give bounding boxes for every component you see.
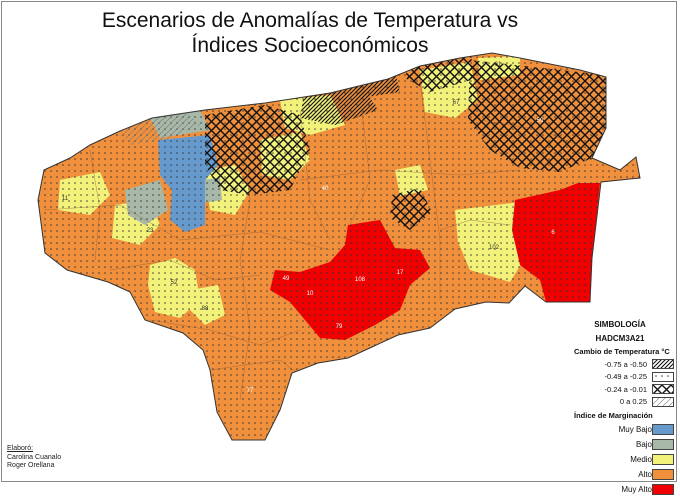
label-23: 23	[147, 228, 154, 234]
map-labels: 50 61 67 108 102 10 49 79 17 11 23 40 52…	[62, 62, 555, 394]
credits-author: Roger Orellana	[7, 462, 55, 469]
title-line-2: Índices Socioeconómicos	[191, 34, 429, 57]
label-102: 102	[489, 245, 500, 251]
legend-swatch-dots	[652, 371, 674, 382]
credits-label: Elaboró:	[7, 445, 34, 452]
legend-temp-heading: Cambio de Temperatura °C	[574, 347, 670, 356]
legend-marg-label: Muy Bajo	[618, 425, 652, 434]
legend-swatch-crosshatch	[652, 384, 674, 395]
legend-heading: SIMBOLOGÍA	[594, 320, 646, 329]
legend-model: HADCM3A21	[595, 334, 645, 343]
legend-marg-label: Bajo	[635, 440, 652, 449]
legend-temp-row: -0.49 a -0.25	[566, 371, 674, 384]
label-79: 79	[336, 324, 343, 330]
legend-marg-heading: Índice de Marginación	[574, 411, 653, 420]
credits: Elaboró: Carolina Cuanalo Roger Orellana	[7, 445, 61, 471]
label-50: 50	[537, 118, 544, 124]
map-title: Escenarios de Anomalías de Temperatura v…	[60, 8, 560, 58]
legend-marg-label: Alto	[638, 470, 652, 479]
legend-marg-label: Muy Alto	[621, 485, 652, 494]
legend-temp-row: 0 a 0.25	[566, 396, 674, 409]
legend-temp-label: -0.24 a -0.01	[604, 384, 647, 394]
map-frame	[1, 1, 677, 482]
title-line-1: Escenarios de Anomalías de Temperatura v…	[101, 9, 519, 32]
legend-marg-row: Alto	[566, 467, 674, 482]
label-67: 67	[453, 100, 460, 106]
legend-temp-label: 0 a 0.25	[619, 397, 647, 407]
legend-marg-row: Bajo	[566, 437, 674, 452]
map-legend: SIMBOLOGÍA HADCM3A21 Cambio de Temperatu…	[566, 318, 674, 497]
label-108: 108	[355, 277, 366, 283]
temp-crosshatch-east	[468, 60, 606, 172]
label-6: 6	[551, 230, 555, 236]
temp-crosshatch-north	[205, 105, 310, 195]
label-10: 10	[307, 291, 314, 297]
label-17: 17	[397, 270, 404, 276]
label-49: 49	[283, 276, 290, 282]
label-88: 88	[202, 306, 209, 312]
label-52: 52	[171, 280, 178, 286]
legend-temp-row: -0.24 a -0.01	[566, 383, 674, 396]
legend-swatch-light-diagonal	[652, 396, 674, 407]
legend-swatch-alto	[652, 469, 674, 480]
label-61: 61	[495, 62, 502, 68]
state-map: 50 61 67 108 102 10 49 79 17 11 23 40 52…	[37, 52, 641, 441]
legend-swatch-dense-diagonal	[652, 359, 674, 370]
temp-crosshatch-center-east	[390, 188, 432, 230]
legend-marg-row: Muy Alto	[566, 482, 674, 497]
temp-light-diagonal-coast	[120, 112, 200, 145]
legend-marg-row: Medio	[566, 452, 674, 467]
label-11: 11	[62, 196, 69, 202]
municipal-boundaries	[43, 79, 591, 401]
label-77: 77	[247, 388, 254, 394]
legend-swatch-bajo	[652, 439, 674, 450]
legend-swatch-muy-alto	[652, 484, 674, 495]
legend-temp-row: -0.75 a -0.50	[566, 358, 674, 371]
legend-swatch-medio	[652, 454, 674, 465]
legend-marg-row: Muy Bajo	[566, 422, 674, 437]
legend-swatch-muy-bajo	[652, 424, 674, 435]
credits-author: Carolina Cuanalo	[7, 453, 62, 461]
legend-marg-label: Medio	[630, 455, 652, 464]
label-40: 40	[322, 186, 329, 192]
legend-temp-label: -0.49 a -0.25	[604, 372, 647, 382]
legend-temp-label: -0.75 a -0.50	[604, 359, 647, 369]
